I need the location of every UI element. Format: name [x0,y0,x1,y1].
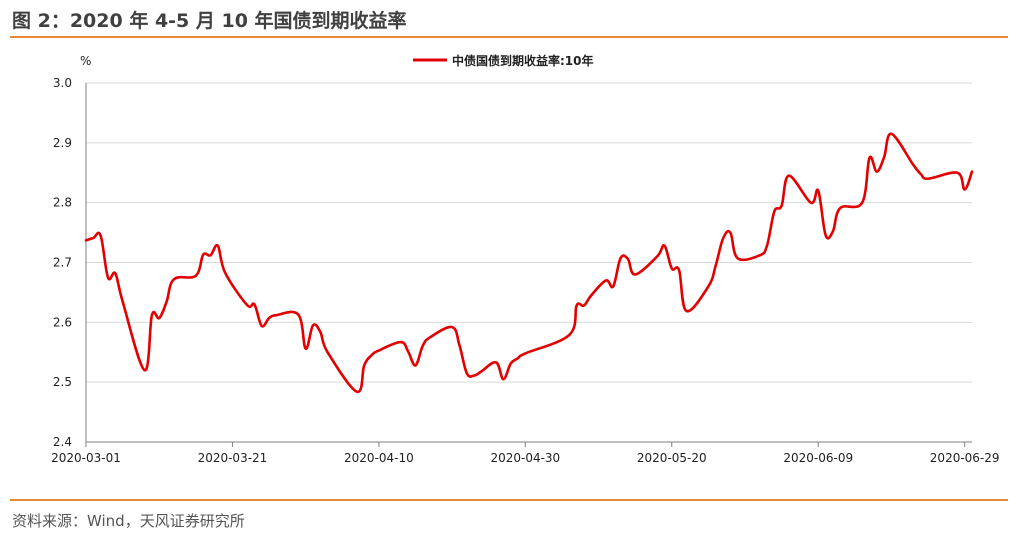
y-tick-label: 2.6 [53,315,72,329]
bottom-divider [10,499,1008,501]
x-tick-label: 2020-03-21 [198,451,268,465]
y-tick-label: 2.5 [53,375,72,389]
y-tick-label: 2.8 [53,196,72,210]
y-axis: 2.4 2.5 2.6 2.7 2.8 2.9 3.0 [53,76,87,449]
y-axis-unit-label: % [80,54,91,68]
y-tick-label: 2.7 [53,256,72,270]
top-divider [10,36,1008,38]
y-tick-label: 2.9 [53,136,72,150]
x-tick-label: 2020-04-10 [344,451,414,465]
chart-title: 图 2：2020 年 4-5 月 10 年国债到期收益率 [12,10,407,32]
x-tick-label: 2020-03-01 [51,451,121,465]
x-tick-label: 2020-06-09 [783,451,853,465]
x-tick-label: 2020-05-20 [637,451,707,465]
series-line-10y-yield [84,132,974,394]
legend: 中债国债到期收益率:10年 [413,53,594,68]
data-source-note: 资料来源：Wind，天风证券研究所 [12,512,245,530]
grid-lines [86,82,972,383]
x-tick-label: 2020-06-29 [930,451,1000,465]
line-chart: 2.42.52.62.72.82.93.0 2020-03-01 2020-03-… [51,53,1000,465]
x-axis: 2020-03-01 2020-03-21 2020-04-10 2020-04-30… [51,441,1000,465]
x-tick-label: 2020-04-30 [490,451,560,465]
y-tick-label: 2.4 [53,435,72,449]
y-tick-label: 3.0 [53,76,72,90]
series-layer [84,132,974,394]
legend-label-10y: 中债国债到期收益率:10年 [452,53,594,68]
